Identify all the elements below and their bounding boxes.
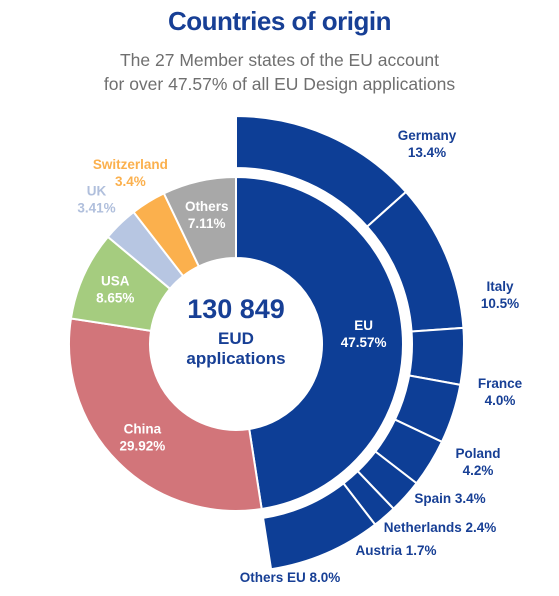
center-line-1: EUD [218,329,254,348]
chart-title: Countries of origin [167,6,392,36]
outer-label-others-eu: Others EU 8.0% [240,570,341,585]
outer-label-germany: Germany [398,128,457,143]
outer-label-netherlands: Netherlands 2.4% [384,520,497,535]
inner-value-switzerland: 3.4% [115,174,146,189]
outer-value-germany: 13.4% [408,145,446,160]
inner-slice-eu [235,175,404,511]
outer-name-austria: Austria [355,543,405,558]
outer-name-netherlands: Netherlands [384,520,466,535]
outer-ring [235,114,465,571]
outer-label-italy: Italy [486,279,514,294]
center-label: 130 849 EUD applications [186,294,285,368]
inner-label-eu: EU [354,318,373,333]
inner-value-eu: 47.57% [341,335,387,350]
center-total: 130 849 [187,294,285,324]
outer-slice-others-eu [261,482,377,571]
outer-value-poland: 4.2% [463,463,494,478]
inner-value-others: 7.11% [188,216,226,231]
outer-label-france: France [478,376,523,391]
outer-label-spain: Spain 3.4% [414,491,485,506]
outer-label-austria: Austria 1.7% [355,543,436,558]
inner-value-china: 29.92% [120,439,166,454]
inner-label-china: China [124,422,162,437]
inner-value-usa: 8.65% [96,290,134,305]
outer-name-spain: Spain [414,491,455,506]
inner-label-switzerland: Switzerland [93,157,168,172]
inner-slice-others [162,175,237,268]
outer-value-france: 4.0% [485,393,516,408]
outer-value-italy: 10.5% [481,296,519,311]
inner-label-others: Others [185,199,229,214]
inner-value-uk: 3.41% [77,200,115,215]
center-line-2: applications [186,349,285,368]
inner-label-usa: USA [101,273,130,288]
inner-label-uk: UK [87,183,107,198]
inner-slice-china [68,317,263,512]
subtitle-line-2: for over 47.57% of all EU Design applica… [103,74,456,94]
outer-label-poland: Poland [455,446,500,461]
inner-ring [68,175,404,512]
outer-value-netherlands: 2.4% [466,520,497,535]
outer-value-spain: 3.4% [455,491,486,506]
slice-labels: EU 47.57% China 29.92% USA 8.65% UK 3.41% Switze… [77,128,522,585]
outer-value-others-eu: 8.0% [310,570,341,585]
outer-name-others-eu: Others EU [240,570,310,585]
outer-value-austria: 1.7% [406,543,437,558]
chart-subtitle: The 27 Member states of the EU account f… [0,48,559,96]
subtitle-line-1: The 27 Member states of the EU account [119,50,440,70]
